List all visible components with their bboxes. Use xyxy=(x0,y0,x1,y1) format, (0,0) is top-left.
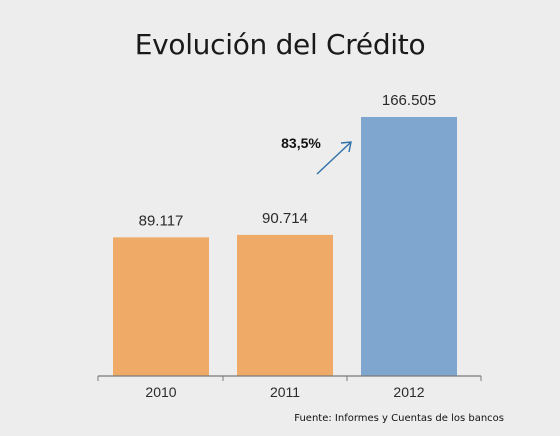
value-label-2010: 89.117 xyxy=(139,212,184,229)
value-label-2012: 166.505 xyxy=(382,92,436,109)
tick-label-2011: 2011 xyxy=(270,384,300,400)
bars-group xyxy=(113,116,457,377)
chart-title: Evolución del Crédito xyxy=(134,28,426,61)
source-note: Fuente: Informes y Cuentas de los bancos xyxy=(294,413,504,424)
bar-2010 xyxy=(113,237,209,376)
bar-2011 xyxy=(237,234,333,376)
x-ticks-group: 2010 2011 2012 xyxy=(97,376,482,400)
growth-arrow-icon xyxy=(316,142,351,175)
value-label-2011: 90.714 xyxy=(262,210,308,227)
bar-2012 xyxy=(361,116,457,377)
growth-percentage: 83,5% xyxy=(281,135,321,151)
growth-annotation: 83,5% xyxy=(281,135,352,175)
tick-label-2012: 2012 xyxy=(393,384,424,400)
tick-label-2010: 2010 xyxy=(145,384,176,400)
arrow-head-icon xyxy=(340,141,352,153)
value-labels-group: 89.117 90.714 166.505 xyxy=(139,92,437,229)
